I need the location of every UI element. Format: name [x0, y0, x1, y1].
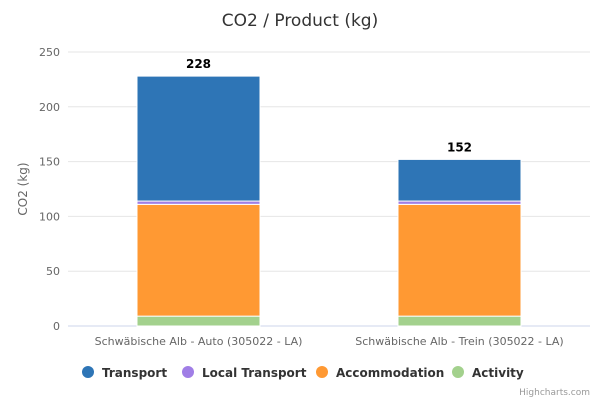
- x-tick-label: Schwäbische Alb - Auto (305022 - LA): [95, 335, 303, 348]
- legend-item-accommodation[interactable]: Accommodation: [316, 366, 444, 380]
- chart-title: CO2 / Product (kg): [222, 11, 378, 31]
- bar-segment-accommodation[interactable]: [136, 203, 261, 317]
- bar-segment-transport[interactable]: [397, 158, 522, 202]
- legend-label: Transport: [102, 366, 167, 380]
- legend-item-activity[interactable]: Activity: [452, 366, 524, 380]
- y-tick-label: 250: [39, 46, 60, 59]
- y-tick-label: 50: [46, 265, 60, 278]
- y-tick-label: 0: [53, 320, 60, 333]
- bar-segment-activity[interactable]: [136, 315, 261, 327]
- legend-label: Accommodation: [336, 366, 444, 380]
- y-tick-label: 200: [39, 101, 60, 114]
- bar-segment-activity[interactable]: [397, 315, 522, 327]
- legend-item-local-transport[interactable]: Local Transport: [182, 366, 307, 380]
- bar-segment-accommodation[interactable]: [397, 203, 522, 317]
- x-tick-label: Schwäbische Alb - Trein (305022 - LA): [355, 335, 563, 348]
- legend-marker-icon: [452, 366, 464, 378]
- y-tick-label: 150: [39, 156, 60, 169]
- legend-marker-icon: [182, 366, 194, 378]
- legend-item-transport[interactable]: Transport: [82, 366, 167, 380]
- stack-total-label: 228: [186, 57, 211, 71]
- legend-label: Local Transport: [202, 366, 307, 380]
- bar-segment-transport[interactable]: [136, 75, 261, 202]
- legend-marker-icon: [316, 366, 328, 378]
- y-tick-label: 100: [39, 210, 60, 223]
- y-axis-label: CO2 (kg): [16, 162, 30, 215]
- legend-label: Activity: [472, 366, 524, 380]
- stack-total-label: 152: [447, 140, 472, 154]
- credits-link[interactable]: Highcharts.com: [519, 388, 590, 398]
- legend-marker-icon: [82, 366, 94, 378]
